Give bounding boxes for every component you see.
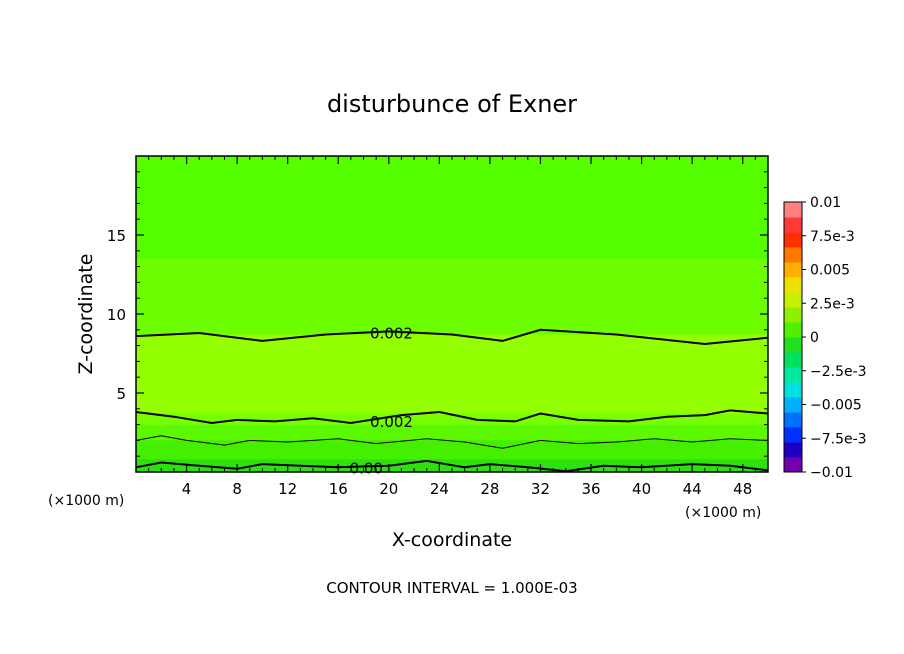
contour-line-3 (135, 459, 769, 473)
y-axis-label: Z-coordinate (75, 254, 97, 375)
x-tick-label-16: 16 (329, 480, 348, 498)
colorbar-label-2: 0.005 (810, 263, 850, 279)
contour-line-0 (135, 328, 769, 346)
colorbar-swatch-17 (784, 202, 802, 218)
colorbar-swatch-0 (784, 457, 802, 473)
colorbar-swatch-10 (784, 307, 802, 323)
colorbar-label-5: −2.5e-3 (810, 364, 867, 380)
x-tick-label-20: 20 (379, 480, 398, 498)
x-tick-label-4: 4 (182, 480, 192, 498)
colorbar-label-1: 7.5e-3 (810, 229, 855, 245)
colorbar-label-8: −0.01 (810, 465, 853, 481)
colorbar-label-6: −0.005 (810, 398, 862, 414)
contour-interval-note: CONTOUR INTERVAL = 1.000E-03 (326, 579, 577, 597)
colorbar-swatch-1 (784, 442, 802, 458)
colorbar-swatch-5 (784, 382, 802, 398)
x-tick-label-40: 40 (632, 480, 651, 498)
y-tick-label-5: 5 (116, 385, 126, 403)
colorbar-swatch-11 (784, 292, 802, 308)
colorbar-label-3: 2.5e-3 (810, 296, 855, 312)
colorbar-label-7: −7.5e-3 (810, 431, 867, 447)
colorbar: 0.01 7.5e-3 0.005 2.5e-3 0 −2.5e-3 −0.005 −7.5e… (783, 195, 867, 481)
colorbar-swatch-16 (784, 217, 802, 233)
x-unit-right: (×1000 m) (685, 505, 761, 521)
x-tick-label-28: 28 (480, 480, 499, 498)
contour-line-1 (135, 409, 769, 425)
x-unit-left: (×1000 m) (48, 493, 124, 509)
colorbar-swatch-8 (784, 337, 802, 353)
colorbar-swatch-14 (784, 247, 802, 263)
x-tick-label-24: 24 (430, 480, 449, 498)
x-axis-label: X-coordinate (392, 529, 512, 551)
contour-label-0: 0.002 (370, 325, 413, 343)
colorbar-swatch-3 (784, 412, 802, 428)
y-tick-label-15: 15 (107, 227, 126, 245)
colorbar-swatch-9 (784, 322, 802, 338)
y-tick-label-10: 10 (107, 306, 126, 324)
contour-line-2 (135, 435, 769, 449)
contour-label-1: 0.002 (370, 413, 413, 431)
colorbar-swatch-12 (784, 277, 802, 293)
x-tick-label-8: 8 (232, 480, 242, 498)
colorbar-swatch-15 (784, 232, 802, 248)
x-tick-label-48: 48 (733, 480, 752, 498)
x-tick-label-36: 36 (581, 480, 600, 498)
colorbar-swatch-4 (784, 397, 802, 413)
x-tick-label-32: 32 (531, 480, 550, 498)
colorbar-label-0: 0.01 (810, 195, 841, 211)
x-tick-label-44: 44 (683, 480, 702, 498)
colorbar-swatch-6 (784, 367, 802, 383)
colorbar-swatch-2 (784, 427, 802, 443)
colorbar-label-4: 0 (810, 330, 819, 346)
colorbar-swatch-13 (784, 262, 802, 278)
colorbar-swatch-7 (784, 352, 802, 368)
x-tick-label-12: 12 (278, 480, 297, 498)
contour-label-3: 0.00 (350, 459, 383, 477)
chart-title: disturbunce of Exner (327, 90, 577, 118)
